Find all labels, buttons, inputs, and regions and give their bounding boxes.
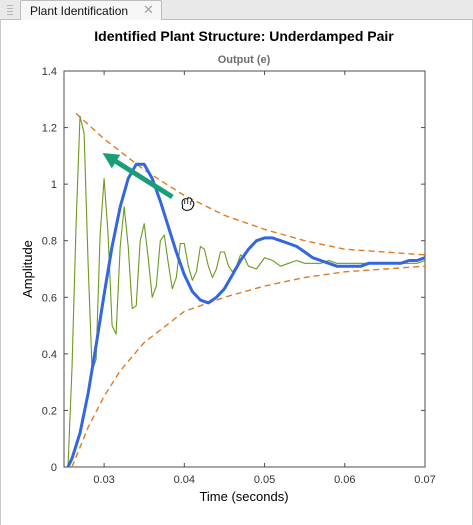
plot-title: Identified Plant Structure: Underdamped … bbox=[94, 28, 394, 44]
arrow-head bbox=[102, 153, 121, 169]
plot-panel: Identified Plant Structure: Underdamped … bbox=[0, 20, 473, 525]
y-tick-label: 1.2 bbox=[42, 123, 57, 135]
y-axis-label: Amplitude bbox=[20, 240, 35, 298]
y-tick-label: 1.4 bbox=[42, 66, 57, 78]
x-tick-label: 0.03 bbox=[93, 474, 114, 486]
green-response-line bbox=[67, 115, 426, 468]
y-tick-label: 0.8 bbox=[42, 236, 57, 248]
y-tick-label: 0.6 bbox=[42, 292, 57, 304]
axis-ticks: 0.03 0.04 0.05 0.06 0.07 0 0.2 0.4 0.6 0.8 1 1.2 1.4 bbox=[42, 66, 436, 486]
grab-hand-cursor-icon bbox=[181, 197, 195, 211]
x-tick-label: 0.07 bbox=[414, 474, 435, 486]
close-icon[interactable]: ✕ bbox=[143, 2, 154, 17]
y-tick-label: 0 bbox=[51, 462, 57, 474]
upper-envelope-line bbox=[75, 112, 426, 256]
y-tick-label: 0.2 bbox=[42, 405, 57, 417]
hand-fingers bbox=[184, 198, 192, 205]
x-axis-label: Time (seconds) bbox=[199, 489, 288, 504]
x-tick-label: 0.06 bbox=[334, 474, 355, 486]
y-tick-label: 0.4 bbox=[42, 349, 57, 361]
plot-series bbox=[66, 112, 426, 468]
response-plot[interactable]: Identified Plant Structure: Underdamped … bbox=[1, 20, 472, 525]
lower-envelope-line bbox=[71, 265, 426, 468]
x-tick-label: 0.05 bbox=[254, 474, 275, 486]
tab-label: Plant Identification bbox=[30, 4, 129, 18]
plot-annotations bbox=[102, 153, 195, 211]
axes-box bbox=[63, 70, 426, 468]
y-tick-label: 1 bbox=[51, 179, 57, 191]
tab-bar: Plant Identification ✕ bbox=[0, 0, 473, 20]
plot-subtitle: Output (e) bbox=[218, 54, 271, 66]
tab-plant-identification[interactable]: Plant Identification ✕ bbox=[20, 0, 162, 20]
arrow-shaft bbox=[114, 159, 174, 199]
panel-grip-handle[interactable] bbox=[6, 3, 14, 17]
x-tick-label: 0.04 bbox=[174, 474, 195, 486]
blue-response-line bbox=[66, 162, 426, 468]
